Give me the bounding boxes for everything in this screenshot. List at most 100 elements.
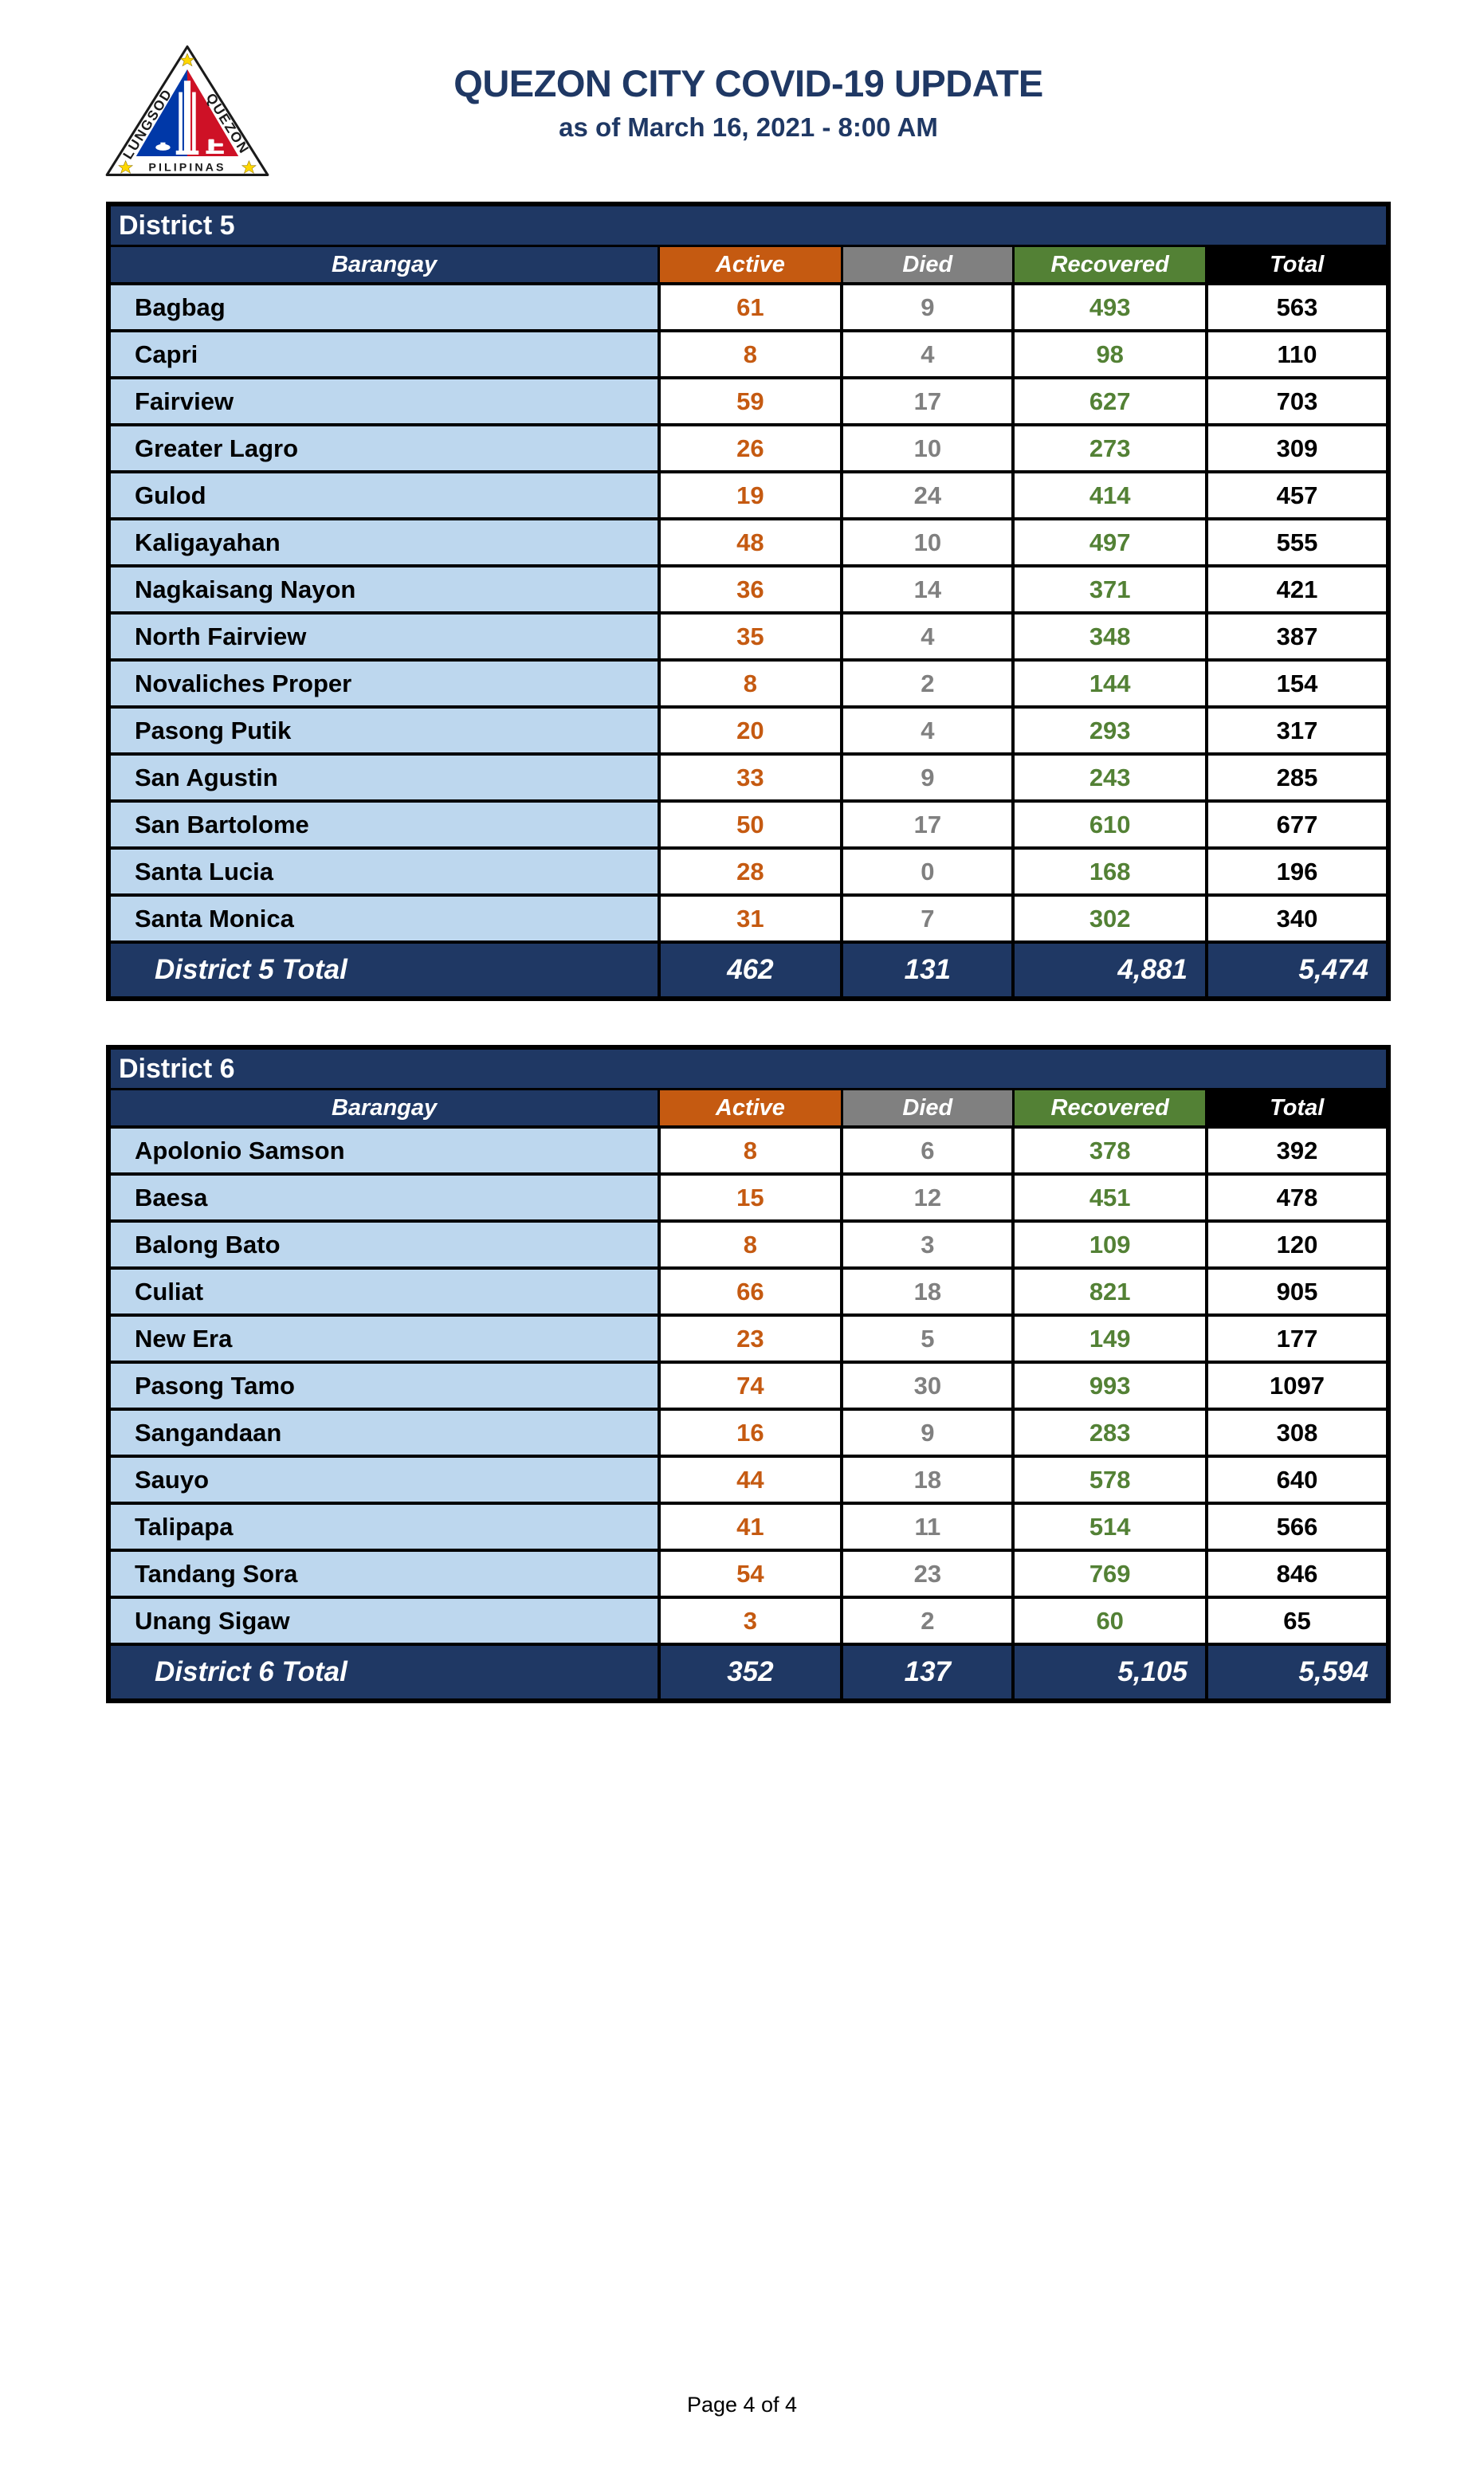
table-body: Apolonio Samson 8 6 378 392 Baesa 15 12 …	[107, 1125, 1391, 1646]
active-count-cell: 8	[657, 658, 844, 709]
total-count-cell: 196	[1204, 846, 1391, 897]
active-count-cell: 26	[657, 423, 844, 473]
total-count-cell: 457	[1204, 470, 1391, 520]
barangay-name-cell: Pasong Tamo	[107, 1361, 661, 1411]
barangay-name-cell: New Era	[107, 1313, 661, 1364]
active-count-cell: 50	[657, 799, 844, 850]
seal-stars	[118, 53, 257, 174]
died-count-cell: 9	[840, 752, 1015, 803]
page-subtitle: as of March 16, 2021 - 8:00 AM	[559, 112, 938, 143]
total-count-cell: 478	[1204, 1172, 1391, 1223]
recovered-count-cell: 993	[1011, 1361, 1208, 1411]
active-count-cell: 35	[657, 611, 844, 662]
barangay-name-cell: Tandang Sora	[107, 1549, 661, 1599]
active-count-cell: 28	[657, 846, 844, 897]
total-count-cell: 110	[1204, 329, 1391, 379]
total-count-cell: 640	[1204, 1455, 1391, 1505]
table-row: Capri 8 4 98 110	[107, 329, 1391, 379]
column-header-died: Died	[840, 1088, 1015, 1129]
table-row: Fairview 59 17 627 703	[107, 376, 1391, 426]
recovered-count-cell: 821	[1011, 1266, 1208, 1317]
table-row: Pasong Tamo 74 30 993 1097	[107, 1361, 1391, 1411]
district-title-row: District 5	[108, 204, 1388, 247]
column-header-died: Died	[840, 245, 1015, 285]
recovered-count-cell: 109	[1011, 1219, 1208, 1270]
recovered-count-cell: 348	[1011, 611, 1208, 662]
died-count-cell: 12	[840, 1172, 1015, 1223]
recovered-count-cell: 451	[1011, 1172, 1208, 1223]
recovered-count-cell: 273	[1011, 423, 1208, 473]
died-count-cell: 6	[840, 1125, 1015, 1176]
died-count-cell: 2	[840, 658, 1015, 709]
barangay-name-cell: Balong Bato	[107, 1219, 661, 1270]
barangay-name-cell: Capri	[107, 329, 661, 379]
active-count-cell: 59	[657, 376, 844, 426]
column-header-row: Barangay Active Died Recovered Total	[107, 245, 1390, 285]
recovered-count-cell: 610	[1011, 799, 1208, 850]
total-count-cell: 677	[1204, 799, 1391, 850]
died-count-cell: 4	[840, 329, 1015, 379]
recovered-count-cell: 497	[1011, 517, 1208, 567]
report-header: LUNGSOD QUEZON PILIPINAS QUEZON CITY COV…	[0, 0, 1484, 202]
district-total-died: 131	[840, 940, 1015, 1000]
barangay-name-cell: Gulod	[107, 470, 661, 520]
died-count-cell: 10	[840, 517, 1015, 567]
barangay-name-cell: Sangandaan	[107, 1408, 661, 1458]
recovered-count-cell: 168	[1011, 846, 1208, 897]
total-count-cell: 421	[1204, 564, 1391, 615]
barangay-name-cell: Novaliches Proper	[107, 658, 661, 709]
barangay-name-cell: Santa Lucia	[107, 846, 661, 897]
table-row: Unang Sigaw 3 2 60 65	[107, 1596, 1391, 1646]
table-row: Novaliches Proper 8 2 144 154	[107, 658, 1391, 709]
active-count-cell: 44	[657, 1455, 844, 1505]
column-header-active: Active	[658, 245, 843, 285]
active-count-cell: 48	[657, 517, 844, 567]
barangay-name-cell: Nagkaisang Nayon	[107, 564, 661, 615]
active-count-cell: 31	[657, 893, 844, 944]
barangay-name-cell: San Bartolome	[107, 799, 661, 850]
column-header-total: Total	[1205, 245, 1390, 285]
died-count-cell: 18	[840, 1455, 1015, 1505]
active-count-cell: 66	[657, 1266, 844, 1317]
district-total-recovered: 5,105	[1011, 1643, 1208, 1702]
active-count-cell: 8	[657, 1125, 844, 1176]
table-row: Pasong Putik 20 4 293 317	[107, 705, 1391, 756]
died-count-cell: 9	[840, 282, 1015, 332]
seal-bottom-text: PILIPINAS	[148, 161, 226, 174]
barangay-name-cell: Kaligayahan	[107, 517, 661, 567]
total-count-cell: 555	[1204, 517, 1391, 567]
recovered-count-cell: 769	[1011, 1549, 1208, 1599]
recovered-count-cell: 243	[1011, 752, 1208, 803]
recovered-count-cell: 378	[1011, 1125, 1208, 1176]
district-total-label: District 5 Total	[107, 940, 661, 1000]
title-block: QUEZON CITY COVID-19 UPDATE as of March …	[106, 62, 1391, 142]
column-header-active: Active	[658, 1088, 843, 1129]
table-row: Talipapa 41 11 514 566	[107, 1502, 1391, 1552]
recovered-count-cell: 493	[1011, 282, 1208, 332]
total-count-cell: 65	[1204, 1596, 1391, 1646]
table-row: Nagkaisang Nayon 36 14 371 421	[107, 564, 1391, 615]
barangay-name-cell: Santa Monica	[107, 893, 661, 944]
active-count-cell: 16	[657, 1408, 844, 1458]
quezon-city-seal: LUNGSOD QUEZON PILIPINAS	[105, 45, 269, 176]
table-row: Baesa 15 12 451 478	[107, 1172, 1391, 1223]
table-row: Bagbag 61 9 493 563	[107, 282, 1391, 332]
table-row: Santa Monica 31 7 302 340	[107, 893, 1391, 944]
died-count-cell: 14	[840, 564, 1015, 615]
table-row: Sauyo 44 18 578 640	[107, 1455, 1391, 1505]
table-row: Balong Bato 8 3 109 120	[107, 1219, 1391, 1270]
tables-container: District 5 Barangay Active Died Recovere…	[106, 202, 1391, 1747]
active-count-cell: 33	[657, 752, 844, 803]
district-table: District 6 Barangay Active Died Recovere…	[106, 1045, 1391, 1703]
total-count-cell: 703	[1204, 376, 1391, 426]
died-count-cell: 17	[840, 799, 1015, 850]
barangay-name-cell: Sauyo	[107, 1455, 661, 1505]
district-total-overall: 5,594	[1204, 1643, 1391, 1702]
total-count-cell: 846	[1204, 1549, 1391, 1599]
column-header-row: Barangay Active Died Recovered Total	[107, 1088, 1390, 1129]
died-count-cell: 2	[840, 1596, 1015, 1646]
district-total-row: District 5 Total 462 131 4,881 5,474	[107, 940, 1391, 1000]
died-count-cell: 23	[840, 1549, 1015, 1599]
district-title-row: District 6	[108, 1047, 1388, 1090]
gavel-icon	[206, 139, 224, 154]
